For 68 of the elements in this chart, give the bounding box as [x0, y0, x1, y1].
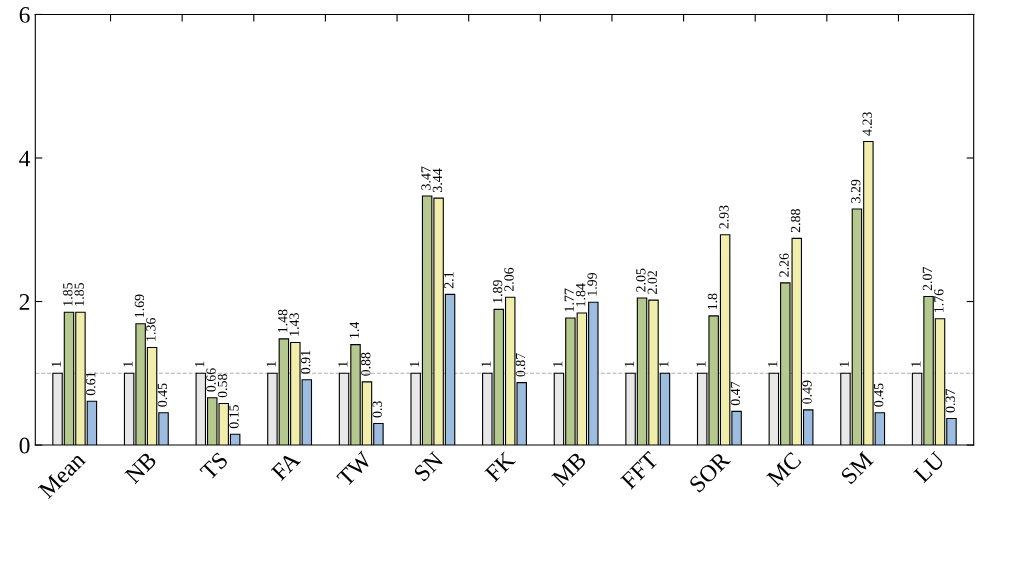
data-label: 2.93 — [719, 205, 729, 229]
data-label: 1 — [696, 361, 706, 367]
data-label: 0.91 — [300, 350, 311, 374]
data-label: 1 — [51, 361, 61, 367]
data-label: 1 — [659, 361, 669, 367]
data-label: 1 — [911, 361, 921, 367]
x-tick-label: MC — [766, 451, 802, 488]
data-label: 1.4 — [349, 321, 360, 338]
data-label: 1.85 — [63, 282, 73, 306]
data-label: 1 — [839, 361, 849, 367]
data-label: 0.58 — [217, 374, 228, 398]
data-label: 2.02 — [647, 270, 658, 294]
data-label: 1 — [338, 361, 348, 367]
x-tick-label: NB — [124, 451, 158, 485]
y-tick-label: 4 — [19, 150, 31, 167]
x-tick-label: TW — [336, 450, 374, 488]
y-tick-label: 0 — [19, 437, 30, 454]
data-label: 0.61 — [86, 372, 96, 396]
data-label: 1 — [194, 361, 205, 367]
data-label: 1.77 — [564, 288, 574, 312]
data-label: 1 — [768, 361, 778, 367]
x-tick-label: SN — [413, 450, 445, 482]
data-label: 1.69 — [134, 294, 145, 317]
data-label: 1.89 — [492, 280, 503, 303]
data-label: 1.76 — [934, 289, 944, 312]
data-label: 0.45 — [873, 383, 884, 407]
data-label: 0.66 — [206, 368, 216, 392]
x-tick-label: SOR — [688, 450, 732, 494]
y-tick-label: 2 — [19, 294, 30, 310]
data-label: 2.06 — [504, 267, 514, 292]
data-label: 1 — [553, 361, 563, 367]
data-label: 0.45 — [157, 383, 168, 407]
x-tick-label: TS — [199, 451, 229, 481]
data-label: 1.85 — [74, 282, 84, 306]
y-tick-label: 6 — [19, 7, 30, 23]
data-label: 0.88 — [361, 352, 371, 376]
data-label: 0.37 — [945, 389, 956, 413]
data-label: 1.48 — [277, 309, 288, 333]
data-label: 2.05 — [636, 268, 646, 292]
data-label: 1 — [481, 361, 491, 367]
data-label: 2.26 — [779, 253, 789, 277]
data-label: 1.84 — [575, 283, 586, 307]
x-tick-label: SM — [840, 450, 874, 485]
x-tick-label: FA — [270, 450, 302, 482]
data-label: 2.1 — [444, 272, 454, 289]
data-label: 1.8 — [707, 293, 718, 310]
x-tick-label: LU — [913, 450, 946, 484]
data-label: 0.49 — [802, 380, 812, 404]
data-label: 0.3 — [372, 401, 382, 418]
data-label: 1 — [409, 361, 420, 367]
x-tick-label: MB — [551, 451, 587, 488]
data-label: 0.87 — [515, 353, 526, 377]
data-label: 3.29 — [851, 179, 861, 203]
x-tick-label: FK — [484, 450, 516, 483]
data-label: 1 — [266, 361, 276, 367]
data-label: 2.07 — [922, 267, 933, 291]
x-tick-label: FFT — [620, 450, 660, 490]
data-label: 1.36 — [146, 318, 156, 341]
data-label: 1 — [624, 361, 634, 367]
data-label: 4.23 — [862, 112, 872, 136]
data-label: 0.47 — [730, 381, 741, 406]
data-label: 1 — [123, 361, 133, 367]
data-label: 1.99 — [587, 272, 597, 296]
data-label: 0.15 — [229, 404, 239, 429]
data-label: 3.44 — [432, 168, 443, 192]
data-label: 2.88 — [790, 209, 801, 233]
data-label: 1.43 — [289, 313, 299, 336]
data-label: 3.47 — [421, 166, 431, 190]
